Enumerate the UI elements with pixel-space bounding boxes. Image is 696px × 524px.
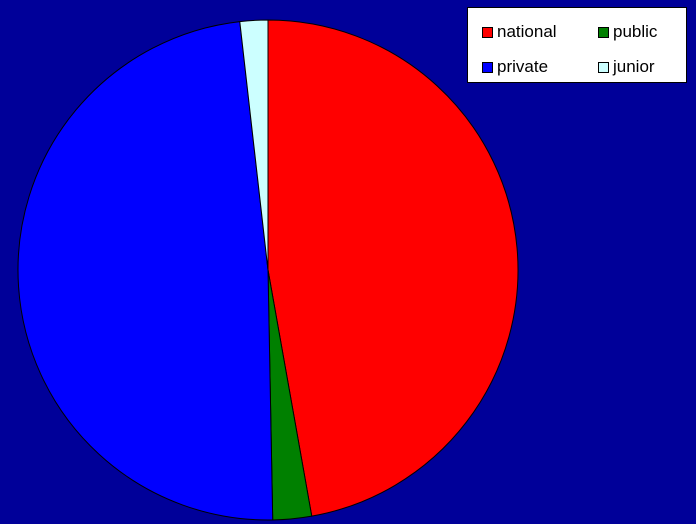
legend-label-private: private bbox=[497, 57, 549, 76]
legend-item-public: public bbox=[598, 22, 657, 42]
legend-item-private: private bbox=[482, 57, 548, 77]
legend-label-national: national bbox=[497, 22, 557, 41]
legend-label-junior: junior bbox=[613, 57, 655, 76]
legend-swatch-public bbox=[598, 26, 609, 38]
legend-item-national: national bbox=[482, 22, 557, 42]
legend-swatch-private bbox=[482, 61, 493, 73]
pie-slice-junior bbox=[239, 19, 269, 271]
legend-swatch-junior bbox=[598, 61, 609, 73]
legend: national public private junior bbox=[467, 7, 687, 83]
pie-slice-private bbox=[17, 21, 274, 521]
pie-slices bbox=[17, 19, 519, 521]
legend-swatch-national bbox=[482, 26, 493, 38]
legend-item-junior: junior bbox=[598, 57, 655, 77]
legend-label-public: public bbox=[613, 22, 658, 41]
pie-slice-national bbox=[267, 19, 519, 517]
